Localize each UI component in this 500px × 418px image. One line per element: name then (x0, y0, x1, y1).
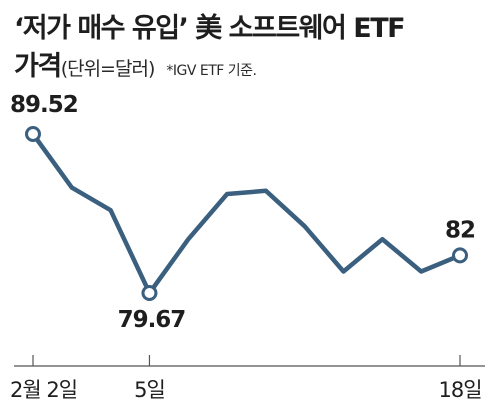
data-label: 79.67 (118, 307, 186, 333)
data-label: 82 (445, 217, 475, 243)
data-point-marker (452, 247, 468, 264)
x-tick-label: 5일 (134, 378, 165, 402)
unit-label: (단위=달러) (60, 58, 156, 80)
x-tick-label: 18일 (438, 378, 481, 402)
chart-subtitle-row: 가격(단위=달러) *IGV ETF 기준. (14, 44, 257, 83)
data-point-marker (25, 126, 41, 142)
chart-title-line2: 가격 (14, 51, 62, 82)
chart-title: ‘저가 매수 유입’ 美 소프트웨어 ETF (14, 13, 406, 44)
data-point-marker (141, 285, 158, 301)
series-line (30, 131, 463, 296)
x-tick-label: 2월 2일 (10, 378, 77, 402)
data-label: 89.52 (10, 92, 78, 118)
source-note: *IGV ETF 기준. (166, 63, 257, 79)
